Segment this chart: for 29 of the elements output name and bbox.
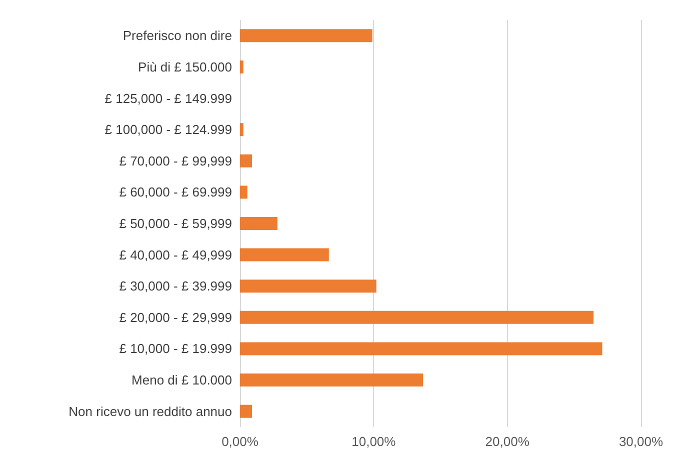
- bar: [240, 123, 244, 136]
- y-tick-label: Meno di £ 10.000: [132, 372, 232, 388]
- y-tick-label: £ 60,000 - £ 69.999: [119, 184, 232, 200]
- bar: [240, 60, 244, 74]
- y-tick-label: Più di £ 150.000: [138, 59, 232, 74]
- y-tick-label: £ 70,000 - £ 99,999: [119, 153, 232, 168]
- y-tick-label: £ 40,000 - £ 49,999: [119, 247, 232, 262]
- y-tick-label: Preferisco non dire: [122, 28, 232, 44]
- y-tick-label: Non ricevo un reddito annuo: [68, 404, 232, 419]
- x-tick-label: 10,00%: [352, 434, 396, 449]
- bar: [240, 280, 376, 293]
- bar: [240, 310, 594, 324]
- bar: [240, 29, 372, 42]
- x-tick-label: 20,00%: [485, 434, 530, 449]
- bar: [240, 186, 248, 199]
- y-tick-label: £ 10,000 - £ 19.999: [119, 341, 232, 356]
- bar: [240, 217, 278, 230]
- x-tick-label: 0,00%: [222, 434, 259, 449]
- bar: [240, 404, 252, 418]
- bar: [240, 374, 424, 387]
- y-tick-label: £ 20,000 - £ 29,999: [119, 310, 232, 325]
- y-tick-label: £ 30,000 - £ 39.999: [119, 278, 232, 294]
- y-tick-label: £ 100,000 - £ 124.999: [104, 122, 232, 138]
- x-tick-label: 30,00%: [618, 434, 664, 449]
- y-tick-label: £ 125,000 - £ 149.999: [104, 90, 232, 106]
- bar: [240, 154, 252, 168]
- bar: [240, 248, 329, 262]
- y-tick-label: £ 50,000 - £ 59,999: [119, 216, 232, 231]
- bar: [240, 342, 602, 356]
